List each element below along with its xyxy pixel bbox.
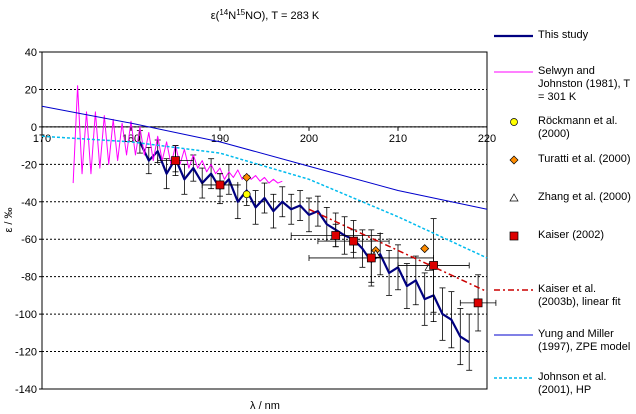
y-tick-label: -120 xyxy=(15,347,37,359)
series-line xyxy=(308,208,488,293)
series-line xyxy=(72,85,283,184)
marker xyxy=(331,231,341,240)
legend-swatch xyxy=(509,193,519,202)
y-tick-label: 40 xyxy=(25,47,37,59)
marker xyxy=(473,298,483,308)
legend-label: This study xyxy=(538,29,589,41)
y-tick-label: -40 xyxy=(21,197,37,209)
title-part: NO), T = 283 K xyxy=(245,10,320,22)
title-part: 14 xyxy=(219,8,228,17)
legend-swatch xyxy=(510,118,518,126)
x-axis-label: λ / nm xyxy=(250,400,280,412)
legend-label: Turatti et al. (2000) xyxy=(538,153,631,165)
y-tick-label: 0 xyxy=(31,122,37,134)
legend-label: Selwyn and Johnston (1981), T = 301 K xyxy=(538,65,630,103)
marker xyxy=(242,190,251,199)
x-tick-label: 190 xyxy=(211,133,229,145)
series-line xyxy=(41,105,488,210)
legend-label: Zhang et al. (2000) xyxy=(538,191,631,203)
x-tick-label: 180 xyxy=(122,133,140,145)
title-part: 15 xyxy=(236,8,245,17)
marker xyxy=(366,253,376,263)
x-tick-label: 220 xyxy=(478,133,496,145)
legend-label: Röckmann et al. (2000) xyxy=(538,115,618,140)
marker xyxy=(171,156,180,165)
y-tick-label: 20 xyxy=(25,84,37,96)
legend-label: Kaiser et al. (2003b), linear fit xyxy=(538,283,621,308)
x-tick-label: 170 xyxy=(33,133,51,145)
y-tick-label: -80 xyxy=(21,272,37,284)
x-tick-label: 200 xyxy=(300,133,318,145)
legend-swatch xyxy=(509,231,519,241)
legend-label: Kaiser (2002) xyxy=(538,229,605,241)
y-tick-label: -60 xyxy=(21,234,37,246)
marker xyxy=(429,261,438,270)
legend-label: Yung and Miller (1997), ZPE model xyxy=(538,328,631,353)
title-part: N xyxy=(228,10,236,22)
x-tick-label: 210 xyxy=(389,133,407,145)
y-tick-label: -20 xyxy=(21,159,37,171)
legend-label: Johnson et al. (2001), HP xyxy=(538,371,607,396)
title-part: ε( xyxy=(211,10,220,22)
plot-area xyxy=(41,51,488,390)
marker xyxy=(420,244,430,254)
marker xyxy=(349,236,358,246)
series-line xyxy=(138,141,470,344)
marker xyxy=(215,180,225,190)
y-axis-label: ε / ‰ xyxy=(3,207,15,232)
chart-title: ε(14N15NO), T = 283 K xyxy=(211,8,320,22)
series-line xyxy=(41,135,488,259)
marker xyxy=(242,172,252,182)
legend-swatch xyxy=(509,155,519,165)
y-tick-label: -100 xyxy=(15,309,37,321)
y-tick-label: -140 xyxy=(15,384,37,396)
